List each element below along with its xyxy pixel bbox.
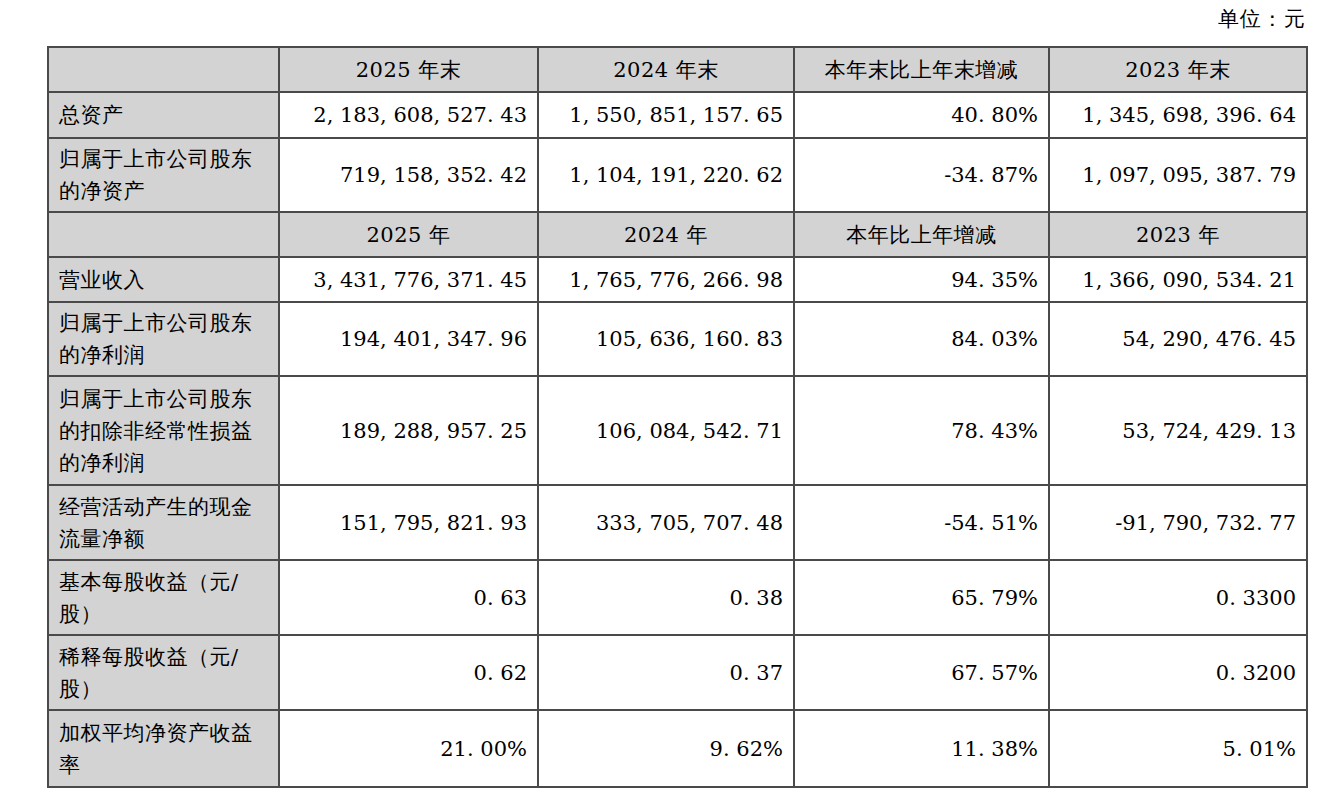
column-header-blank xyxy=(48,212,279,257)
cell-value: 11. 38% xyxy=(794,710,1049,787)
cell-value: -54. 51% xyxy=(794,485,1049,560)
cell-value: 53, 724, 429. 13 xyxy=(1049,376,1307,485)
table-row-total-assets: 总资产 2, 183, 608, 527. 43 1, 550, 851, 15… xyxy=(48,92,1307,138)
cell-value: 189, 288, 957. 25 xyxy=(279,376,538,485)
table-header-row-annual: 2025 年 2024 年 本年比上年增减 2023 年 xyxy=(48,212,1307,257)
column-header-2024-year-end: 2024 年末 xyxy=(538,47,794,92)
cell-value: 65. 79% xyxy=(794,560,1049,635)
table-row-operating-revenue: 营业收入 3, 431, 776, 371. 45 1, 765, 776, 2… xyxy=(48,257,1307,302)
column-header-yoy-change-year-end: 本年末比上年末增减 xyxy=(794,47,1049,92)
cell-value: 1, 550, 851, 157. 65 xyxy=(538,92,794,138)
cell-value: 78. 43% xyxy=(794,376,1049,485)
cell-value: -34. 87% xyxy=(794,138,1049,212)
row-label: 营业收入 xyxy=(48,257,279,302)
table-row-weighted-avg-roe: 加权平均净资产收益 率 21. 00% 9. 62% 11. 38% 5. 01… xyxy=(48,710,1307,787)
cell-value: 9. 62% xyxy=(538,710,794,787)
table-row-operating-cash-flow: 经营活动产生的现金 流量净额 151, 795, 821. 93 333, 70… xyxy=(48,485,1307,560)
cell-value: 21. 00% xyxy=(279,710,538,787)
cell-value: 84. 03% xyxy=(794,302,1049,376)
column-header-blank xyxy=(48,47,279,92)
column-header-2023: 2023 年 xyxy=(1049,212,1307,257)
cell-value: 0. 38 xyxy=(538,560,794,635)
cell-value: 3, 431, 776, 371. 45 xyxy=(279,257,538,302)
row-label: 经营活动产生的现金 流量净额 xyxy=(48,485,279,560)
table-row-basic-eps: 基本每股收益（元/ 股） 0. 63 0. 38 65. 79% 0. 3300 xyxy=(48,560,1307,635)
cell-value: 1, 097, 095, 387. 79 xyxy=(1049,138,1307,212)
cell-value: 106, 084, 542. 71 xyxy=(538,376,794,485)
cell-value: 0. 3300 xyxy=(1049,560,1307,635)
row-label: 总资产 xyxy=(48,92,279,138)
cell-value: 719, 158, 352. 42 xyxy=(279,138,538,212)
table-header-row-year-end: 2025 年末 2024 年末 本年末比上年末增减 2023 年末 xyxy=(48,47,1307,92)
row-label: 基本每股收益（元/ 股） xyxy=(48,560,279,635)
row-label: 加权平均净资产收益 率 xyxy=(48,710,279,787)
table-row-net-assets-attributable: 归属于上市公司股东 的净资产 719, 158, 352. 42 1, 104,… xyxy=(48,138,1307,212)
column-header-2024: 2024 年 xyxy=(538,212,794,257)
column-header-yoy-change: 本年比上年增减 xyxy=(794,212,1049,257)
cell-value: 94. 35% xyxy=(794,257,1049,302)
cell-value: 333, 705, 707. 48 xyxy=(538,485,794,560)
row-label: 归属于上市公司股东 的净利润 xyxy=(48,302,279,376)
cell-value: -91, 790, 732. 77 xyxy=(1049,485,1307,560)
row-label: 归属于上市公司股东 的扣除非经常性损益 的净利润 xyxy=(48,376,279,485)
cell-value: 194, 401, 347. 96 xyxy=(279,302,538,376)
cell-value: 40. 80% xyxy=(794,92,1049,138)
table-row-net-profit-attributable: 归属于上市公司股东 的净利润 194, 401, 347. 96 105, 63… xyxy=(48,302,1307,376)
column-header-2023-year-end: 2023 年末 xyxy=(1049,47,1307,92)
cell-value: 2, 183, 608, 527. 43 xyxy=(279,92,538,138)
column-header-2025: 2025 年 xyxy=(279,212,538,257)
row-label: 稀释每股收益（元/ 股） xyxy=(48,635,279,710)
cell-value: 1, 765, 776, 266. 98 xyxy=(538,257,794,302)
cell-value: 1, 366, 090, 534. 21 xyxy=(1049,257,1307,302)
cell-value: 0. 63 xyxy=(279,560,538,635)
financial-summary-table: 2025 年末 2024 年末 本年末比上年末增减 2023 年末 总资产 2,… xyxy=(47,46,1308,788)
row-label: 归属于上市公司股东 的净资产 xyxy=(48,138,279,212)
cell-value: 0. 62 xyxy=(279,635,538,710)
column-header-2025-year-end: 2025 年末 xyxy=(279,47,538,92)
cell-value: 1, 104, 191, 220. 62 xyxy=(538,138,794,212)
cell-value: 54, 290, 476. 45 xyxy=(1049,302,1307,376)
table-row-net-profit-excl-nonrecurring: 归属于上市公司股东 的扣除非经常性损益 的净利润 189, 288, 957. … xyxy=(48,376,1307,485)
cell-value: 0. 3200 xyxy=(1049,635,1307,710)
cell-value: 151, 795, 821. 93 xyxy=(279,485,538,560)
cell-value: 5. 01% xyxy=(1049,710,1307,787)
cell-value: 1, 345, 698, 396. 64 xyxy=(1049,92,1307,138)
cell-value: 67. 57% xyxy=(794,635,1049,710)
table-row-diluted-eps: 稀释每股收益（元/ 股） 0. 62 0. 37 67. 57% 0. 3200 xyxy=(48,635,1307,710)
cell-value: 0. 37 xyxy=(538,635,794,710)
cell-value: 105, 636, 160. 83 xyxy=(538,302,794,376)
unit-label: 单位：元 xyxy=(1218,5,1306,33)
